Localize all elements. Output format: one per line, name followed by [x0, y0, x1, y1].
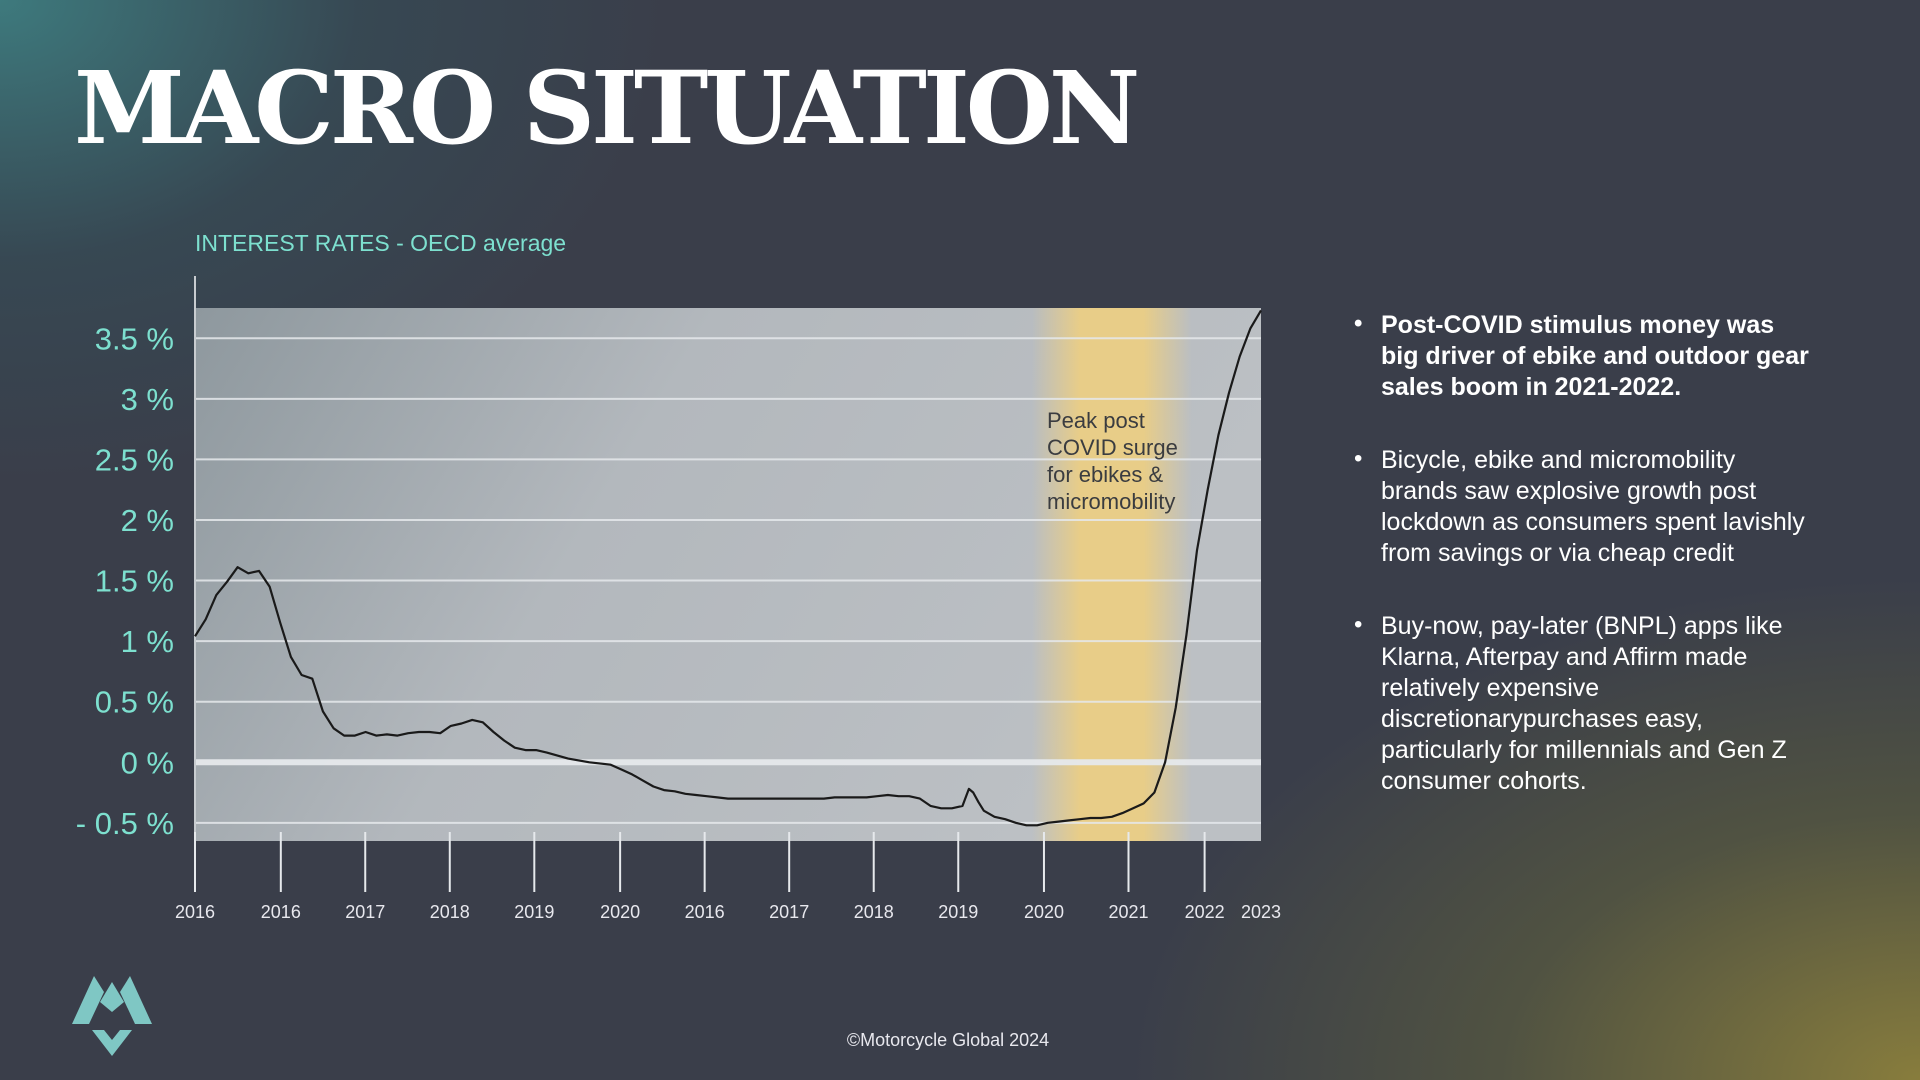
band-annotation-line: for ebikes & — [1047, 462, 1163, 487]
x-tick-label: 2019 — [514, 902, 554, 922]
x-tick-label: 2018 — [854, 902, 894, 922]
mg-logo-icon — [72, 976, 152, 1056]
chart-title: INTEREST RATES - OECD average — [195, 230, 567, 256]
y-tick-label: 1.5 % — [95, 564, 174, 599]
x-tick-label: 2022 — [1185, 902, 1225, 922]
band-annotation-line: Peak post — [1047, 408, 1145, 433]
band-annotation-line: COVID surge — [1047, 435, 1178, 460]
x-tick-label: 2020 — [600, 902, 640, 922]
band-annotation: Peak post COVID surge for ebikes & micromob… — [1047, 408, 1178, 514]
x-tick-label: 2020 — [1024, 902, 1064, 922]
y-tick-label: 2.5 % — [95, 442, 174, 477]
y-tick-label: 0.5 % — [95, 685, 174, 720]
x-tick-label: 2017 — [769, 902, 809, 922]
x-tick-label: 2016 — [261, 902, 301, 922]
x-tick-label: 2016 — [685, 902, 725, 922]
bullet-list: Post-COVID stimulus money was big driver… — [1354, 308, 1814, 797]
x-tick-label: 2017 — [345, 902, 385, 922]
x-axis-ticks — [194, 832, 1206, 892]
covid-surge-band — [1031, 308, 1192, 841]
y-tick-label: 3.5 % — [95, 321, 174, 356]
y-tick-label: 1 % — [121, 624, 174, 659]
page-title: MACRO SITUATION — [74, 49, 1140, 167]
copyright: ©Motorcycle Global 2024 — [846, 1030, 1050, 1050]
x-tick-label: 2018 — [430, 902, 470, 922]
x-tick-label: 2023 — [1241, 902, 1281, 922]
bullet-item: Buy-now, pay-later (BNPL) apps like Klar… — [1354, 609, 1814, 797]
rate-line — [194, 309, 1262, 827]
bullet-item: Bicycle, ebike and micromobility brands … — [1354, 443, 1814, 569]
x-tick-label: 2019 — [938, 902, 978, 922]
gridlines — [195, 337, 1261, 824]
y-tick-label: 3 % — [121, 382, 174, 417]
bullet-item: Post-COVID stimulus money was big driver… — [1354, 308, 1814, 403]
x-tick-label: 2016 — [175, 902, 215, 922]
band-annotation-line: micromobility — [1047, 489, 1175, 514]
x-tick-label: 2021 — [1108, 902, 1148, 922]
y-tick-label: 2 % — [121, 503, 174, 538]
y-axis-labels: 3.5 % 3 % 2.5 % 2 % 1.5 % 1 % 0.5 % 0 % - 0.5 % — [76, 321, 174, 841]
y-tick-label: 0 % — [121, 745, 174, 780]
x-axis-labels: 2016 2016 2017 2018 2019 2020 2016 2017 2018 2019… — [175, 902, 1281, 922]
y-tick-label: - 0.5 % — [76, 806, 174, 841]
